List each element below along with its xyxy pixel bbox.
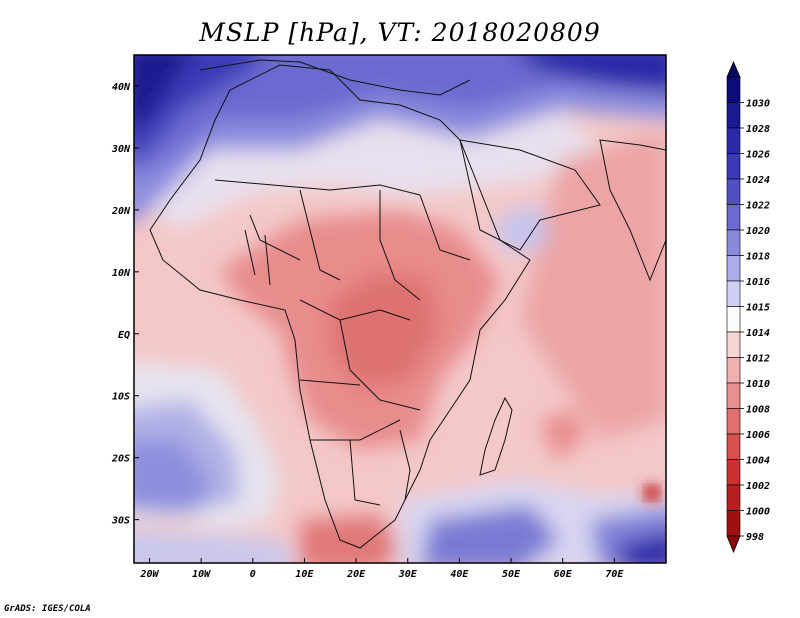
x-tick-label: 60E [554, 569, 573, 580]
colorbar-label: 1028 [746, 124, 770, 135]
colorbar-label: 1008 [746, 405, 770, 416]
colorbar-bottom-arrow [726, 535, 741, 554]
colorbar-swatch [726, 229, 741, 256]
chart-title: MSLP [hPa], VT: 2018020809 [199, 18, 601, 47]
x-tick-label: 10E [295, 569, 314, 580]
y-axis-ticks: 40N 30N 20N 10N EQ 10S 20S 30S [111, 82, 139, 527]
colorbar-swatch [726, 357, 741, 384]
colorbar-label: 1012 [746, 354, 770, 365]
colorbar-label: 1004 [746, 456, 770, 467]
colorbar-swatch [726, 408, 741, 435]
country-boundaries [149, 59, 666, 549]
y-tick-label: 10N [112, 268, 131, 279]
y-tick-label: 10S [112, 392, 130, 403]
colorbar-swatch [726, 102, 741, 129]
colorbar-swatch [726, 204, 741, 231]
colorbar-label: 1006 [746, 430, 770, 441]
y-tick-label: EQ [118, 330, 130, 341]
x-tick-label: 70E [605, 569, 624, 580]
colorbar: 1030 1028 1026 1024 1022 1020 1018 1016 1015 1014… [726, 60, 770, 554]
x-tick-label: 30E [398, 569, 418, 580]
credit-text: GrADS: IGES/COLA [4, 604, 91, 614]
colorbar-label: 1022 [746, 201, 770, 212]
colorbar-swatch [726, 459, 741, 486]
x-tick-label: 40E [450, 569, 469, 580]
x-tick-label: 10W [192, 569, 211, 580]
x-tick-label: 20W [139, 569, 159, 580]
pressure-field [134, 55, 666, 563]
y-tick-label: 40N [112, 82, 131, 93]
colorbar-label: 1030 [746, 99, 770, 110]
x-tick-label: 20E [346, 569, 366, 580]
colorbar-label: 1000 [746, 507, 770, 518]
colorbar-label: 1016 [746, 277, 770, 288]
colorbar-label: 998 [746, 532, 764, 543]
x-tick-label: 0 [250, 569, 256, 580]
x-tick-label: 50E [502, 569, 521, 580]
colorbar-swatch [726, 510, 741, 537]
colorbar-swatch [726, 433, 741, 460]
y-tick-label: 20N [111, 206, 131, 217]
colorbar-label: 1020 [746, 226, 770, 237]
colorbar-top-arrow [726, 60, 741, 78]
y-tick-label: 30N [111, 144, 131, 155]
x-axis-ticks: 20W 10W 0 10E 20E 30E 40E 50E 60E 70E [139, 558, 624, 580]
colorbar-label: 1024 [746, 175, 770, 186]
colorbar-swatch [726, 280, 741, 307]
y-tick-label: 30S [111, 516, 130, 527]
colorbar-swatch [726, 127, 741, 154]
colorbar-label: 1014 [746, 328, 770, 339]
colorbar-label: 1018 [746, 252, 770, 263]
colorbar-swatch [726, 153, 741, 180]
colorbar-swatch [726, 306, 741, 333]
y-tick-label: 20S [111, 454, 130, 465]
colorbar-label: 1002 [746, 481, 770, 492]
colorbar-swatch [726, 255, 741, 282]
colorbar-swatch [726, 331, 741, 358]
colorbar-label: 1010 [746, 379, 770, 390]
colorbar-swatch [726, 178, 741, 205]
colorbar-swatch [726, 484, 741, 511]
colorbar-swatch [726, 382, 741, 409]
colorbar-label: 1015 [746, 303, 770, 314]
colorbar-label: 1026 [746, 150, 770, 161]
map-frame [133, 54, 667, 564]
colorbar-swatch [726, 76, 741, 103]
